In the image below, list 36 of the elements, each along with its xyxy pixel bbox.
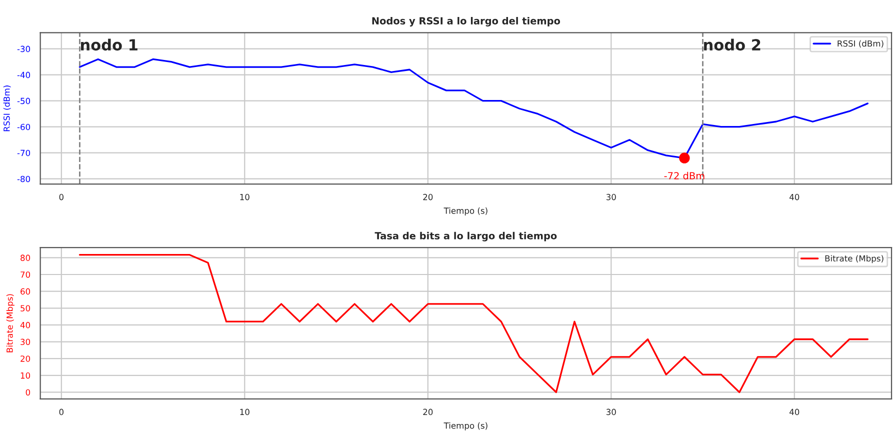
y-tick-label: 70 xyxy=(20,271,30,278)
ref-line-label: nodo 2 xyxy=(704,38,760,51)
y-tick-label: -70 xyxy=(17,150,30,156)
x-tick-label: 40 xyxy=(790,194,800,200)
y-tick-label: 50 xyxy=(20,305,30,312)
chart-title: Nodos y RSSI a lo largo del tiempo xyxy=(372,16,560,26)
x-tick-label: 30 xyxy=(606,408,616,416)
y-tick-label: 30 xyxy=(20,338,30,346)
annotation: -72 dBm xyxy=(664,172,704,180)
x-axis-title: Tiempo (s) xyxy=(444,422,488,430)
x-tick-label: 0 xyxy=(59,194,64,200)
x-tick-label: 30 xyxy=(606,194,616,200)
y-tick-label: -40 xyxy=(17,72,30,78)
x-tick-label: 40 xyxy=(790,408,800,416)
x-tick-label: 20 xyxy=(423,408,433,416)
y-axis-title: Bitrate (Mbps) xyxy=(6,294,14,352)
x-tick-label: 0 xyxy=(59,408,64,416)
x-tick-label: 10 xyxy=(240,194,250,200)
y-tick-label: 80 xyxy=(20,254,30,261)
legend-label: Bitrate (Mbps) xyxy=(825,255,884,264)
y-tick-label: 60 xyxy=(20,288,30,295)
chart-title: Tasa de bits a lo largo del tiempo xyxy=(374,232,557,242)
x-tick-label: 10 xyxy=(240,408,250,416)
y-axis-title: RSSI (dBm) xyxy=(3,86,11,132)
y-tick-label: -30 xyxy=(17,46,30,52)
y-tick-label: 20 xyxy=(20,356,30,362)
x-axis-title: Tiempo (s) xyxy=(444,207,488,216)
legend-label: RSSI (dBm) xyxy=(838,40,884,48)
x-tick-label: 20 xyxy=(423,194,433,200)
y-tick-label: 10 xyxy=(20,372,30,379)
y-tick-label: -60 xyxy=(17,124,30,130)
y-tick-label: -80 xyxy=(17,176,30,182)
y-tick-label: -50 xyxy=(17,98,30,104)
y-tick-label: 40 xyxy=(20,322,30,328)
y-tick-label: 0 xyxy=(26,389,30,396)
ref-line-label: nodo 1 xyxy=(81,38,138,51)
